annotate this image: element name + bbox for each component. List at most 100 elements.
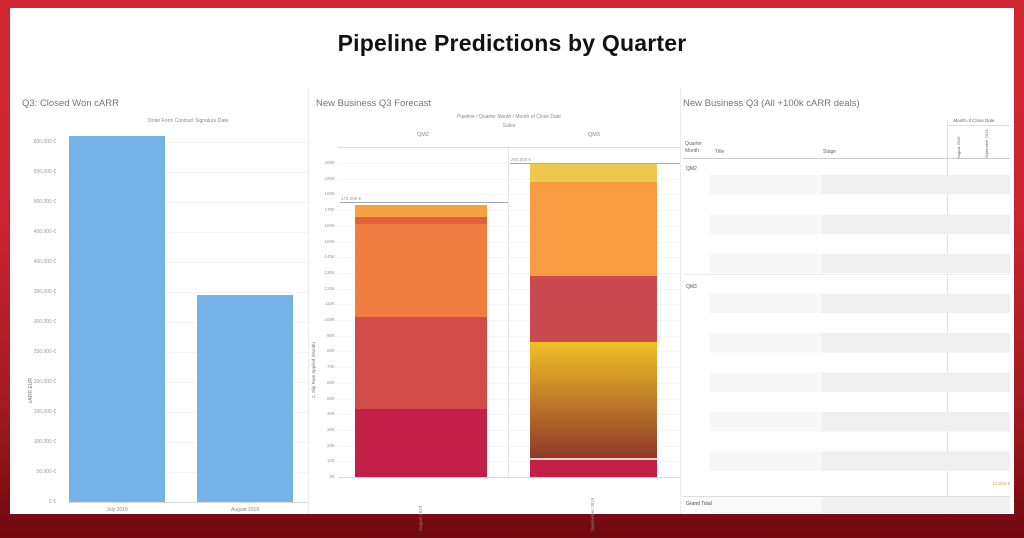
forecast-panel-title: New Business Q3 Forecast — [316, 98, 432, 109]
closed-won-chart-subtitle: Order Form Contract Signature Date — [147, 118, 229, 124]
y-tick-label: 550,000 € — [33, 169, 56, 175]
stack-segment-qm3-4[interactable] — [530, 163, 657, 182]
forecast-header: Pipeline / Quarter Month / Month of Clos… — [457, 114, 561, 120]
deals-footer-band-stage — [822, 497, 1010, 513]
gridline — [68, 322, 308, 323]
stack-segment-qm2-0[interactable] — [355, 409, 487, 477]
y-tick-label: 60K — [326, 379, 335, 385]
gridline — [68, 412, 308, 413]
gridline — [338, 288, 680, 290]
gridline — [338, 272, 680, 274]
y-tick-label: 20K — [326, 442, 335, 448]
forecast-x-label-august: August 2019 — [418, 505, 423, 531]
gridline — [338, 351, 680, 353]
stack-segment-qm3-3[interactable] — [530, 181, 657, 277]
dashboard: Pipeline Predictions by Quarter Q3: Clos… — [10, 8, 1014, 531]
y-tick-label: 350,000 € — [33, 289, 56, 295]
bar-july-2019[interactable] — [69, 136, 165, 502]
y-tick-label: 150K — [324, 238, 335, 244]
y-tick-label: 10K — [326, 458, 335, 464]
panel-divider — [308, 88, 309, 514]
forecast-pane-label-qm2: QM2 — [417, 132, 429, 138]
gridline — [338, 367, 680, 369]
y-tick-label: 110K — [324, 301, 335, 307]
forecast-x-axis-line — [338, 477, 680, 478]
forecast-pane-top-border — [338, 147, 680, 148]
deals-row-stripes-title-col — [710, 155, 822, 491]
stack-segment-qm2-1[interactable] — [355, 316, 487, 410]
deals-col-header-stage: Stage — [823, 149, 837, 155]
forecast-subheader-sales: Sales — [502, 123, 516, 129]
y-tick-label: 30K — [326, 426, 335, 432]
y-tick-label: 40K — [326, 411, 335, 417]
stack-segment-qm3-1[interactable] — [530, 341, 657, 460]
y-tick-label: 190K — [324, 175, 335, 181]
gridline — [338, 382, 680, 384]
deals-highlighted-value[interactable]: 10,000 € — [992, 481, 1010, 486]
gridline — [68, 352, 308, 353]
stack-segment-qm2-3[interactable] — [355, 217, 487, 224]
gridline — [68, 442, 308, 443]
forecast-chart-area: 0K 10K 20K 30K 40K 50K 60K 70K 80K 90K 100K 110K 120… — [10, 8, 1014, 514]
deals-month-group-header: Month of Close Date — [953, 118, 995, 123]
y-tick-label: 80K — [326, 348, 335, 354]
stack-segment-qm3-2[interactable] — [530, 276, 657, 342]
y-tick-label: 170K — [324, 207, 335, 213]
stack-segment-qm3-0[interactable] — [530, 459, 657, 477]
reference-line-qm3 — [510, 163, 680, 164]
gridline — [68, 262, 308, 263]
gridline — [338, 445, 680, 447]
deals-group-divider — [683, 274, 1010, 275]
x-axis-line — [68, 502, 308, 503]
gridline — [338, 335, 680, 337]
gridline — [338, 163, 680, 164]
y-tick-label: 120K — [324, 285, 335, 291]
y-tick-label: 140K — [324, 254, 335, 260]
deals-footer-band-title — [710, 497, 822, 513]
deals-row-group-qm2[interactable]: QM2 — [686, 166, 697, 172]
stack-segment-qm2-2[interactable] — [355, 223, 487, 317]
gridline — [338, 178, 680, 180]
forecast-pane-label-qm3: QM3 — [588, 132, 600, 138]
y-tick-label: 200,000 € — [33, 379, 56, 385]
forecast-pane-divider — [508, 147, 509, 477]
gridline — [338, 461, 680, 463]
gridline — [68, 292, 308, 293]
gridline — [68, 232, 308, 233]
y-tick-label: 450,000 € — [33, 229, 56, 235]
gridline — [338, 320, 680, 321]
closed-won-x-label-august: August 2019 — [230, 507, 260, 513]
stack-segment-qm2-4[interactable] — [355, 205, 487, 217]
y-tick-label: 300,000 € — [33, 319, 56, 325]
gridline — [68, 142, 308, 143]
bar-august-2019[interactable] — [197, 295, 293, 502]
y-tick-label: 500,000 € — [33, 199, 56, 205]
y-tick-label: 0 € — [49, 499, 56, 505]
y-tick-label: 600,000 € — [33, 139, 56, 145]
gridline — [338, 398, 680, 400]
gridline — [338, 257, 680, 259]
y-tick-label: 0K — [329, 474, 335, 479]
y-tick-label: 180K — [324, 191, 335, 197]
gridline — [338, 241, 680, 243]
forecast-x-label-september: September 2019 — [590, 497, 595, 531]
y-tick-label: 400,000 € — [33, 259, 56, 265]
closed-won-x-label-july: July 2019 — [106, 507, 128, 513]
y-tick-label: 130K — [324, 269, 335, 275]
panel-divider — [680, 88, 681, 514]
reference-line-qm2 — [340, 202, 508, 204]
y-tick-label: 100K — [324, 317, 335, 322]
gridline — [338, 304, 680, 306]
gridline — [68, 172, 308, 173]
deals-panel-title: New Business Q3 (All +100k cARR deals) — [683, 98, 860, 109]
y-tick-label: 50K — [326, 395, 335, 401]
deals-col-header-title: Title — [715, 149, 725, 155]
y-tick-label: 160K — [324, 222, 335, 228]
y-tick-label: 200K — [324, 160, 335, 165]
y-tick-label: 150,000 € — [33, 409, 56, 415]
deals-footer-grand-total: Grand Total — [686, 501, 712, 507]
deals-row-stripes-stage-col — [822, 155, 1010, 491]
deals-row-group-qm3[interactable]: QM3 — [686, 284, 697, 290]
y-tick-label: 100,000 € — [33, 439, 56, 445]
